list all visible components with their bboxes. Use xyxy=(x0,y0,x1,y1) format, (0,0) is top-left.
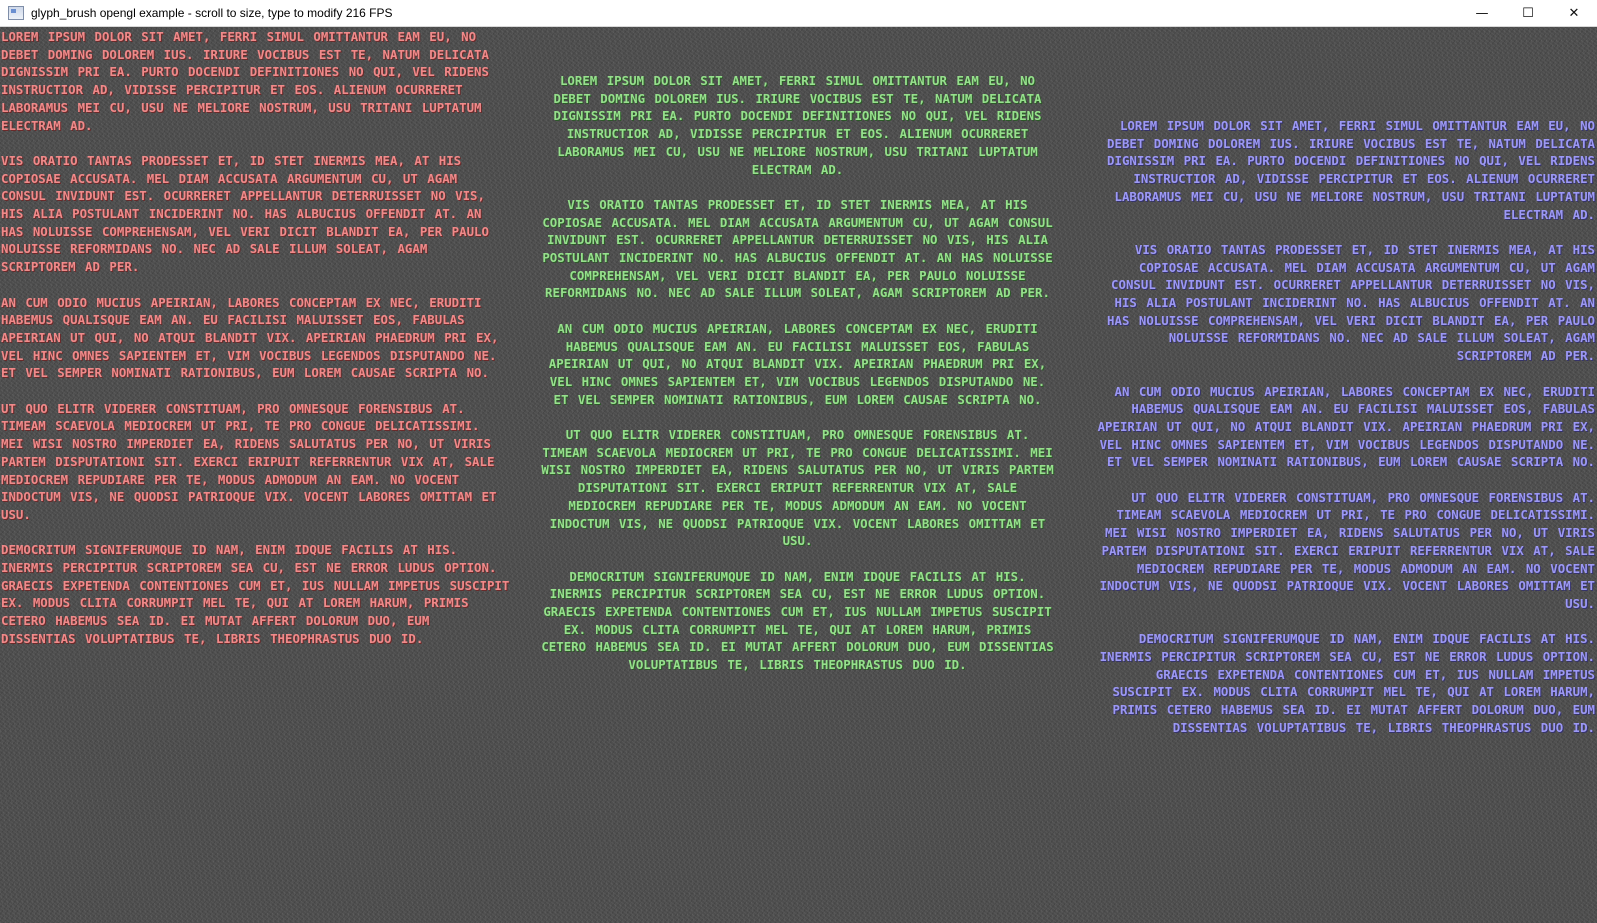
center-aligned-text-block: Lorem ipsum dolor sit amet, ferri simul … xyxy=(540,72,1055,692)
app-window-icon xyxy=(8,6,24,20)
center-paragraph-5: Democritum signiferumque id nam, enim id… xyxy=(541,568,1054,673)
maximize-icon: ☐ xyxy=(1522,5,1534,21)
left-paragraph-1: Lorem ipsum dolor sit amet, ferri simul … xyxy=(1,29,489,133)
right-paragraph-2: Vis oratio tantas prodesset et, id stet … xyxy=(1107,241,1595,364)
center-paragraph-2: Vis oratio tantas prodesset et, id stet … xyxy=(542,196,1053,301)
title-bar[interactable]: glyph_brush opengl example - scroll to s… xyxy=(0,0,1597,27)
minimize-icon: — xyxy=(1475,5,1489,21)
minimize-button[interactable]: — xyxy=(1459,0,1505,26)
center-paragraph-3: An cum odio mucius apeirian, labores con… xyxy=(548,320,1047,407)
center-paragraph-1: Lorem ipsum dolor sit amet, ferri simul … xyxy=(553,73,1042,177)
center-paragraph-4: Ut quo elitr viderer constituam, pro omn… xyxy=(541,427,1054,549)
left-paragraph-4: Ut quo elitr viderer constituam, pro omn… xyxy=(1,400,497,522)
right-paragraph-5: Democritum signiferumque id nam, enim id… xyxy=(1099,631,1595,735)
left-paragraph-3: An cum odio mucius apeirian, labores con… xyxy=(1,294,499,381)
right-aligned-text-block: Lorem ipsum dolor sit amet, ferri simul … xyxy=(1090,117,1595,754)
left-paragraph-2: Vis oratio tantas prodesset et, id stet … xyxy=(1,152,489,275)
close-button[interactable]: ✕ xyxy=(1551,0,1597,26)
left-aligned-text-block: Lorem ipsum dolor sit amet, ferri simul … xyxy=(1,28,511,665)
left-paragraph-5: Democritum signiferumque id nam, enim id… xyxy=(1,542,510,646)
window-title: glyph_brush opengl example - scroll to s… xyxy=(31,6,393,20)
right-paragraph-1: Lorem ipsum dolor sit amet, ferri simul … xyxy=(1107,118,1595,222)
maximize-button[interactable]: ☐ xyxy=(1505,0,1551,26)
window-controls: — ☐ ✕ xyxy=(1459,0,1597,26)
close-icon: ✕ xyxy=(1568,5,1580,21)
right-paragraph-4: Ut quo elitr viderer constituam, pro omn… xyxy=(1099,489,1595,611)
right-paragraph-3: An cum odio mucius apeirian, labores con… xyxy=(1097,383,1595,470)
opengl-render-canvas[interactable]: Lorem ipsum dolor sit amet, ferri simul … xyxy=(0,27,1597,923)
